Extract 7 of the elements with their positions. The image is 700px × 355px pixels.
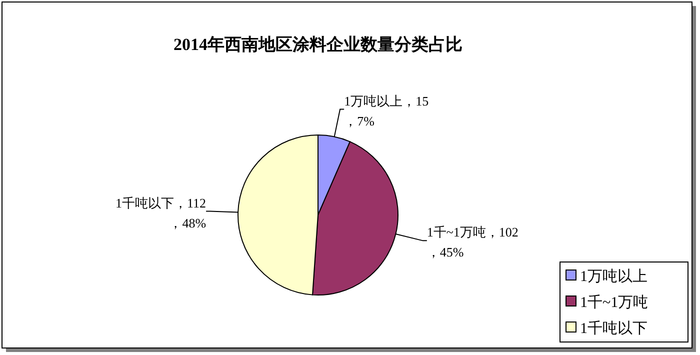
data-label: 1千吨以下，112，48% bbox=[116, 195, 206, 230]
legend-label: 1千~1万吨 bbox=[580, 294, 648, 311]
data-label: 1万吨以上，15，7% bbox=[344, 93, 429, 128]
data-label: 1千~1万吨，102，45% bbox=[426, 224, 518, 260]
legend-label: 1万吨以上 bbox=[580, 268, 648, 285]
chart-title: 2014年西南地区涂料企业数量分类占比 bbox=[174, 35, 462, 54]
legend-label: 1千吨以下 bbox=[580, 320, 648, 337]
